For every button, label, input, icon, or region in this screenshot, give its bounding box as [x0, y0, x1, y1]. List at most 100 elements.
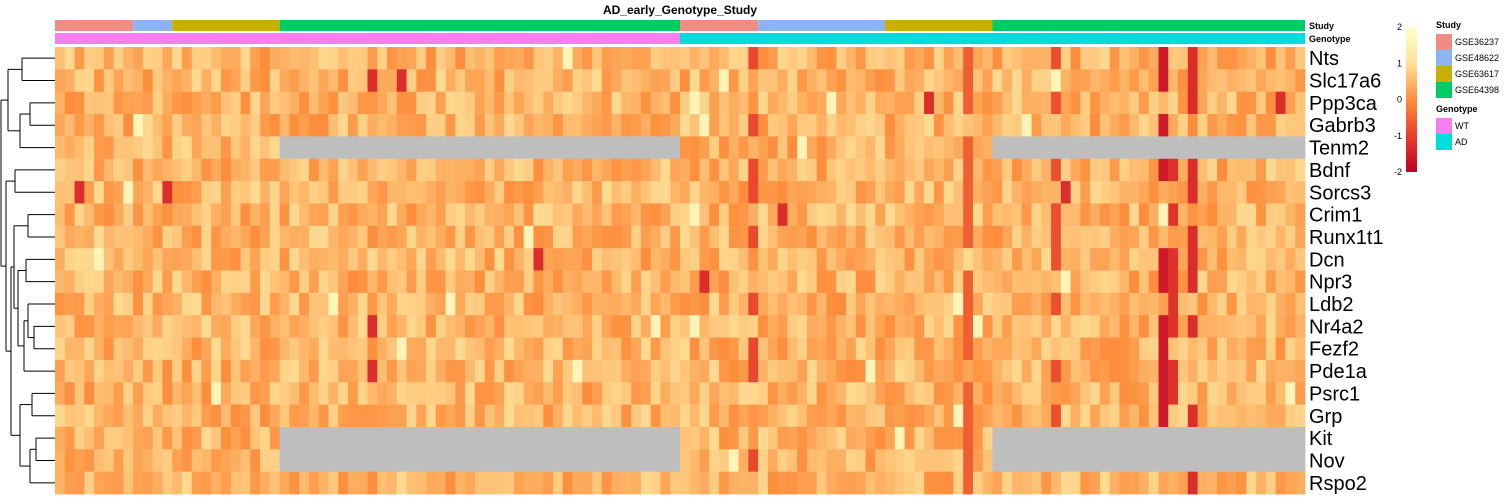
heatmap-cell: [767, 449, 779, 473]
heatmap-cell: [201, 225, 212, 249]
heatmap-cell: [748, 181, 759, 204]
heatmap-cell: [904, 225, 915, 249]
heatmap-cell: [914, 315, 925, 338]
heatmap-cell: [318, 315, 329, 338]
heatmap-cell: [924, 225, 935, 249]
heatmap-cell: [74, 91, 85, 115]
heatmap-cell: [191, 382, 202, 405]
heatmap-cell: [1070, 181, 1081, 204]
heatmap-cell: [55, 449, 66, 473]
heatmap-cell: [484, 225, 495, 249]
heatmap-cell: [894, 181, 906, 204]
heatmap-cell: [631, 69, 642, 93]
heatmap-cell: [1236, 449, 1247, 473]
heatmap-cell: [816, 114, 827, 137]
heatmap-cell: [211, 136, 222, 160]
heatmap-cell: [94, 225, 105, 249]
heatmap-cell: [777, 203, 788, 227]
heatmap-cell: [221, 69, 232, 93]
heatmap-cell: [416, 471, 427, 495]
heatmap-cell: [1109, 426, 1120, 450]
heatmap-cell: [982, 91, 993, 115]
heatmap-cell: [670, 337, 681, 361]
heatmap-cell: [748, 225, 759, 249]
heatmap-cell: [289, 315, 300, 338]
heatmap-cell: [611, 248, 622, 271]
heatmap-cell: [1285, 47, 1296, 70]
heatmap-cell: [474, 114, 486, 137]
heatmap-cell: [74, 426, 85, 450]
heatmap-cell: [1012, 203, 1023, 227]
heatmap-cell: [435, 136, 447, 160]
annotation-block-genotype: [680, 33, 1305, 44]
heatmap-cell: [572, 270, 583, 294]
heatmap-cell: [689, 158, 700, 182]
heatmap-cell: [640, 136, 652, 160]
heatmap-cell: [64, 47, 75, 70]
heatmap-cell: [1168, 158, 1179, 182]
heatmap-cell: [963, 114, 974, 137]
heatmap-cell: [357, 47, 368, 70]
heatmap-cell: [738, 203, 749, 227]
heatmap-cell: [328, 292, 339, 316]
heatmap-cell: [250, 69, 261, 93]
heatmap-cell: [396, 449, 407, 473]
heatmap-cell: [894, 47, 906, 70]
heatmap-cell: [1148, 449, 1159, 473]
heatmap-cell: [1168, 225, 1179, 249]
heatmap-cell: [1021, 404, 1032, 428]
heatmap-cell: [1217, 337, 1228, 361]
heatmap-cell: [387, 382, 398, 405]
heatmap-cell: [172, 270, 183, 294]
heatmap-cell: [963, 248, 974, 271]
heatmap-cell: [269, 292, 281, 316]
heatmap-cell: [1080, 404, 1091, 428]
heatmap-cell: [513, 471, 525, 495]
heatmap-cell: [279, 203, 290, 227]
heatmap-cell: [972, 69, 984, 93]
heatmap-cell: [308, 91, 320, 115]
heatmap-cell: [562, 315, 573, 338]
heatmap-cell: [1051, 359, 1062, 383]
heatmap-cell: [1236, 471, 1247, 495]
heatmap-cell: [474, 315, 486, 338]
heatmap-cell: [1275, 181, 1286, 204]
heatmap-cell: [1090, 47, 1101, 70]
heatmap-cell: [1256, 426, 1267, 450]
heatmap-cell: [299, 426, 310, 450]
heatmap-cell: [191, 181, 202, 204]
heatmap-cell: [64, 91, 75, 115]
heatmap-cell: [660, 181, 671, 204]
heatmap-cell: [982, 47, 993, 70]
heatmap-cell: [201, 315, 212, 338]
heatmap-cell: [924, 292, 935, 316]
heatmap-cell: [640, 181, 652, 204]
heatmap-cell: [279, 359, 290, 383]
heatmap-cell: [885, 158, 896, 182]
heatmap-cell: [758, 47, 769, 70]
heatmap-cell: [1119, 136, 1130, 160]
heatmap-cell: [172, 181, 183, 204]
heatmap-cell: [816, 181, 827, 204]
heatmap-cell: [1148, 225, 1159, 249]
heatmap-cell: [416, 69, 427, 93]
heatmap-cell: [992, 158, 1003, 182]
heatmap-cell: [816, 449, 827, 473]
heatmap-cell: [74, 47, 85, 70]
heatmap-cell: [250, 270, 261, 294]
heatmap-cell: [347, 449, 359, 473]
heatmap-cell: [191, 91, 202, 115]
heatmap-cell: [650, 315, 661, 338]
heatmap-cell: [728, 404, 739, 428]
heatmap-cell: [885, 292, 896, 316]
heatmap-cell: [279, 91, 290, 115]
heatmap-cell: [640, 91, 652, 115]
heatmap-cell: [767, 181, 779, 204]
heatmap-cell: [240, 471, 251, 495]
heatmap-cell: [1197, 181, 1208, 204]
heatmap-cell: [826, 404, 837, 428]
heatmap-cell: [1158, 114, 1169, 137]
heatmap-cell: [191, 203, 202, 227]
heatmap-cell: [1197, 426, 1208, 450]
heatmap-cell: [113, 471, 124, 495]
